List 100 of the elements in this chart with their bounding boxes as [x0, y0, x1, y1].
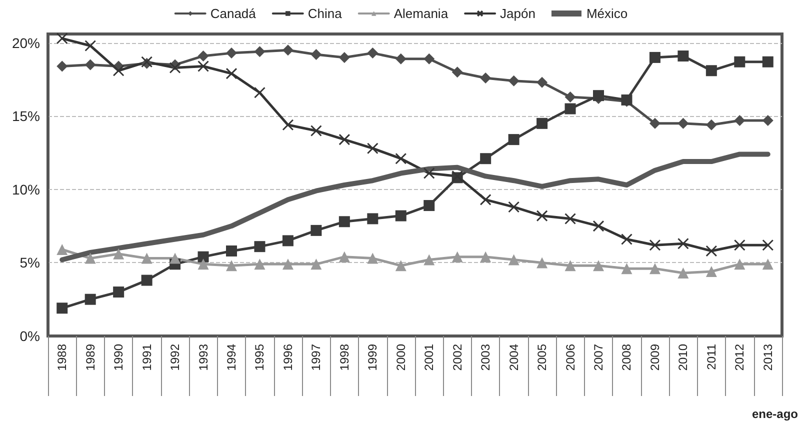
- legend-label: Japón: [500, 6, 536, 21]
- point: [198, 60, 210, 72]
- x-tick-label: 1993: [196, 344, 210, 371]
- point: [56, 244, 68, 256]
- point: [367, 213, 378, 224]
- point: [112, 64, 124, 76]
- x-tick-label: 1996: [280, 344, 295, 371]
- x-tick-label: 1992: [168, 344, 182, 371]
- point: [338, 52, 350, 63]
- point: [593, 90, 604, 102]
- point: [508, 254, 520, 266]
- point: [423, 168, 435, 180]
- x-tick-label: 2009: [648, 344, 662, 371]
- point: [536, 76, 548, 88]
- point: [508, 201, 520, 213]
- y-tick-label: 15%: [12, 108, 40, 124]
- legend-label: Canadá: [210, 6, 257, 21]
- point: [480, 72, 492, 84]
- x-tick-label: 2012: [732, 344, 747, 371]
- point: [113, 286, 124, 298]
- point: [620, 233, 632, 245]
- x-tick-label: 1991: [140, 344, 154, 371]
- point: [480, 194, 492, 206]
- y-tick-label: 10%: [12, 181, 40, 198]
- x-tick-label: 1994: [224, 344, 238, 371]
- legend-label: China: [308, 6, 343, 21]
- point: [762, 114, 774, 126]
- point: [198, 50, 209, 62]
- point: [254, 241, 266, 252]
- point: [564, 212, 576, 224]
- point: [424, 200, 435, 212]
- point: [310, 224, 322, 236]
- point: [84, 40, 96, 52]
- point: [56, 60, 68, 72]
- point: [366, 142, 378, 154]
- point: [649, 118, 660, 129]
- point: [282, 235, 294, 246]
- x-tick-label: 2000: [394, 344, 408, 371]
- point: [734, 239, 746, 251]
- point: [649, 239, 661, 251]
- point: [169, 62, 181, 74]
- y-tick-label: 0%: [20, 328, 40, 344]
- x-tick-label: 2008: [620, 344, 634, 371]
- point: [564, 103, 576, 114]
- point: [310, 258, 322, 270]
- point: [593, 260, 604, 272]
- point: [536, 257, 548, 268]
- x-tick-label: 1997: [309, 344, 324, 371]
- point: [452, 66, 463, 78]
- point: [395, 260, 406, 272]
- point: [649, 263, 660, 274]
- x-tick-label: 2006: [563, 344, 578, 371]
- point: [734, 114, 746, 126]
- x-tick-label: 2002: [450, 344, 464, 371]
- point: [395, 152, 407, 164]
- point: [678, 118, 689, 129]
- point: [198, 258, 209, 270]
- point: [734, 56, 746, 68]
- point: [282, 44, 294, 56]
- point: [395, 53, 406, 64]
- point: [424, 254, 435, 266]
- point: [226, 260, 237, 272]
- x-tick-label: 1995: [252, 344, 267, 371]
- point: [56, 32, 68, 44]
- y-tick-label: 5%: [20, 254, 40, 271]
- point: [677, 238, 689, 250]
- point: [649, 52, 660, 63]
- point: [706, 119, 717, 130]
- x-tick-label: 1998: [337, 344, 352, 371]
- point: [536, 118, 548, 129]
- point: [84, 252, 96, 264]
- text: ene-ago: [752, 407, 798, 421]
- point: [282, 119, 294, 131]
- point: [170, 252, 181, 264]
- point: [226, 48, 237, 59]
- point: [226, 245, 237, 256]
- point: [338, 134, 350, 146]
- point: [621, 263, 632, 274]
- point: [424, 53, 435, 64]
- point: [84, 294, 96, 305]
- point: [706, 266, 717, 277]
- x-tick-label: 2005: [535, 344, 550, 371]
- point: [56, 302, 68, 314]
- x-tick-label: 1999: [366, 344, 380, 371]
- x-tick-label: 1988: [55, 344, 70, 371]
- x-tick-label: 2003: [478, 344, 493, 371]
- point: [367, 252, 378, 264]
- point: [113, 248, 124, 260]
- x-tick-label: 2010: [676, 344, 690, 371]
- point: [452, 251, 463, 262]
- point: [706, 245, 718, 257]
- point: [310, 125, 322, 137]
- x-tick-label: 2001: [422, 344, 436, 371]
- x-tick-label: 2007: [592, 344, 606, 371]
- x-tick-label: 2011: [704, 344, 718, 370]
- point: [338, 251, 350, 262]
- point: [564, 260, 576, 272]
- legend-label: México: [586, 6, 628, 21]
- point: [508, 134, 520, 146]
- point: [141, 252, 152, 264]
